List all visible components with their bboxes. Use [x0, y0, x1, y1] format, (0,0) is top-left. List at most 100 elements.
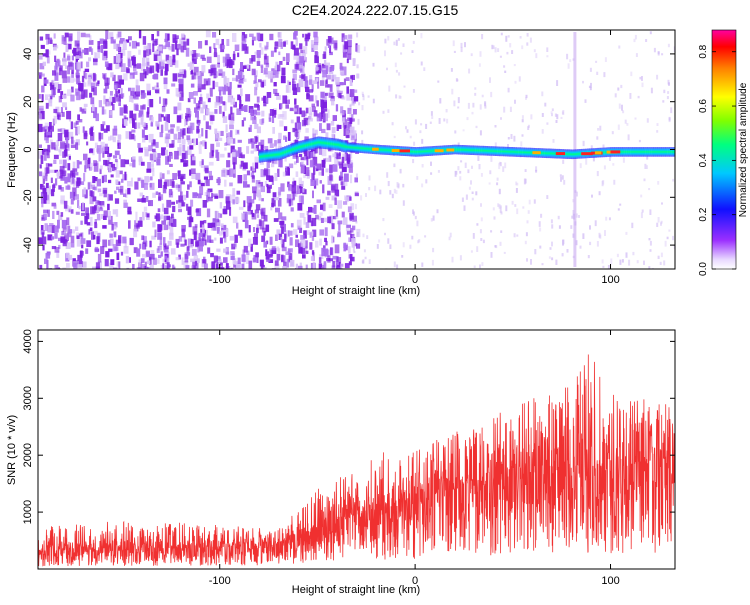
- spectrogram-noise-cell: [127, 181, 132, 187]
- spectrogram-noise-cell: [192, 50, 197, 58]
- spectrogram-noise-cell: [237, 84, 242, 88]
- spectrogram-noise-cell: [321, 247, 326, 257]
- spectrogram-noise-cell: [197, 85, 202, 93]
- spectrogram-band-cell: [507, 146, 510, 157]
- spectrogram-noise-cell: [281, 227, 284, 234]
- spectrogram-noise-cell: [125, 131, 130, 139]
- spectrogram-band-cell: [356, 143, 359, 153]
- spectrogram-noise-cell: [260, 169, 266, 178]
- spectrogram-noise-cell: [489, 77, 491, 83]
- spectrogram-band-cell: [514, 147, 517, 157]
- spectrogram-noise-cell: [550, 219, 553, 224]
- spectrogram-noise-cell: [203, 256, 206, 264]
- spectrogram-noise-cell: [389, 190, 392, 195]
- spectrogram-noise-cell: [641, 82, 644, 88]
- spectrogram-noise-cell: [605, 216, 608, 221]
- spectrogram-noise-cell: [171, 83, 176, 87]
- spectrogram-noise-cell: [139, 192, 143, 197]
- spectrogram-noise-cell: [510, 134, 513, 139]
- spectrogram-noise-cell: [529, 37, 532, 43]
- spectrogram-noise-cell: [323, 261, 327, 269]
- spectrogram-noise-cell: [319, 229, 325, 236]
- spectrogram-noise-cell: [256, 256, 259, 263]
- spectrogram-noise-cell: [355, 221, 358, 224]
- spectrogram-noise-cell: [641, 209, 644, 213]
- spectrogram-noise-cell: [287, 80, 290, 86]
- spectrogram-noise-cell: [68, 206, 72, 210]
- spectrogram-noise-cell: [149, 99, 154, 108]
- spectrogram-noise-cell: [470, 250, 473, 253]
- spectrogram-noise-cell: [96, 236, 100, 245]
- spectrogram-noise-cell: [172, 205, 176, 213]
- spectrogram-noise-cell: [80, 61, 83, 69]
- spectrogram-noise-cell: [103, 40, 108, 49]
- spectrogram-noise-cell: [41, 85, 45, 93]
- spectrogram-noise-cell: [303, 174, 306, 179]
- spectrogram-noise-cell: [292, 181, 295, 188]
- spectrogram-noise-cell: [420, 61, 423, 66]
- spectrogram-band-cell: [489, 146, 492, 156]
- spectrogram-band-cell: [465, 145, 469, 155]
- spectrogram-noise-cell: [325, 240, 328, 246]
- spectrogram-noise-cell: [470, 53, 473, 57]
- spectrogram-noise-cell: [249, 108, 254, 115]
- spectrogram-noise-cell: [86, 61, 90, 68]
- spectrogram-noise-cell: [67, 89, 72, 97]
- spectrogram-noise-cell: [521, 134, 524, 137]
- spectrogram-noise-cell: [295, 239, 300, 247]
- spectrogram-noise-cell: [128, 58, 131, 67]
- spectrogram-noise-cell: [66, 217, 70, 226]
- spectrogram-noise-cell: [54, 264, 59, 269]
- spectrogram-noise-cell: [52, 184, 55, 192]
- spectrogram-band-cell: [305, 139, 308, 152]
- spectrogram-noise-cell: [481, 34, 484, 40]
- spectrogram-noise-cell: [524, 240, 527, 245]
- spectrogram-noise-cell: [478, 164, 481, 170]
- spectrogram-noise-cell: [38, 144, 42, 148]
- spectrogram-noise-cell: [57, 133, 63, 142]
- spectrogram-noise-cell: [162, 185, 167, 194]
- spectrogram-noise-cell: [235, 150, 240, 157]
- spectrogram-noise-cell: [42, 61, 46, 66]
- spectrogram-noise-cell: [43, 199, 46, 204]
- spectrogram-noise-cell: [243, 117, 246, 121]
- spectrogram-noise-cell: [156, 124, 160, 130]
- spectrogram-noise-cell: [307, 120, 311, 126]
- spectrogram-noise-cell: [417, 240, 420, 244]
- spectrogram-noise-cell: [563, 179, 566, 185]
- spectrogram-noise-cell: [312, 106, 316, 112]
- spectrogram-noise-cell: [331, 185, 336, 193]
- spectrogram-noise-cell: [340, 106, 344, 114]
- spectrogram-noise-cell: [237, 70, 243, 80]
- spectrogram-noise-cell: [425, 179, 428, 184]
- spectrogram-noise-cell: [470, 180, 472, 185]
- spectrogram-noise-cell: [199, 97, 202, 101]
- spectrogram-noise-cell: [115, 179, 119, 185]
- spectrogram-noise-cell: [132, 156, 136, 162]
- spectrogram-band-cell: [278, 148, 281, 161]
- spectrogram-noise-cell: [348, 34, 353, 39]
- spectrogram-noise-cell: [147, 90, 151, 96]
- spectrogram-noise-cell: [312, 229, 317, 237]
- spectrogram-noise-cell: [77, 31, 81, 41]
- spectrogram-noise-cell: [275, 207, 280, 213]
- spectrogram-noise-cell: [409, 135, 412, 139]
- spectrogram-noise-cell: [437, 170, 440, 173]
- spectrogram-noise-cell: [218, 137, 223, 141]
- spectrogram-noise-cell: [421, 138, 424, 144]
- spectrogram-noise-cell: [255, 252, 259, 258]
- spectrogram-noise-cell: [276, 246, 280, 252]
- spectrogram-noise-cell: [277, 198, 282, 207]
- spectrogram-noise-cell: [54, 82, 60, 90]
- spectrogram-noise-cell: [46, 252, 51, 256]
- spectrogram-noise-cell: [116, 252, 120, 260]
- spectrogram-noise-cell: [185, 265, 190, 269]
- spectrogram-noise-cell: [453, 50, 456, 53]
- spectrogram-noise-cell: [172, 73, 178, 82]
- spectrogram-noise-cell: [44, 175, 48, 180]
- spectrogram-band-cell: [528, 147, 531, 158]
- spectrogram-noise-cell: [218, 190, 224, 199]
- spectrogram-noise-cell: [221, 71, 226, 78]
- spectrogram-noise-cell: [95, 201, 98, 206]
- spectrogram-noise-cell: [124, 117, 129, 121]
